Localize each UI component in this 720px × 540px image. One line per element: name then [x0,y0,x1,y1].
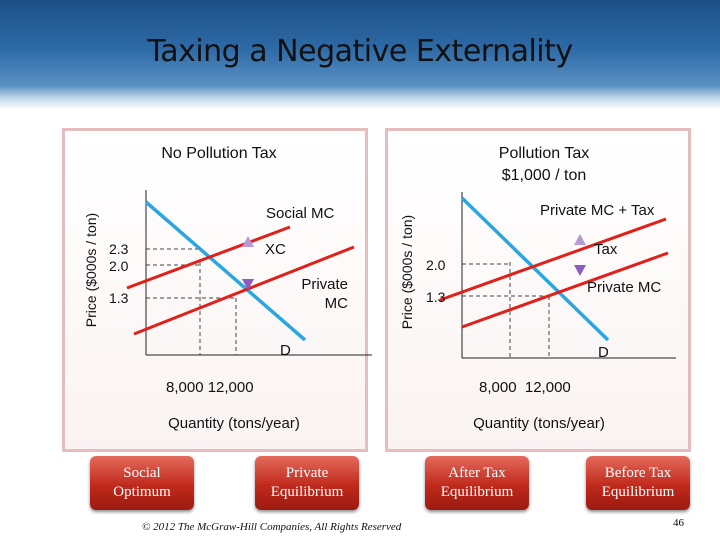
left-social-mc-line [126,225,291,290]
right-x-ticks: 8,000 12,000 [479,379,571,396]
left-y-tick-1-3: 1.3 [109,290,129,306]
left-xlabel: Quantity (tons/year) [168,415,300,432]
right-private-mc-label: Private MC [587,279,661,296]
right-private-mc-line [461,251,669,329]
left-social-mc-label: Social MC [266,205,335,222]
right-tax-label: Tax [594,241,618,258]
right-tax-arrow-head-up [574,234,586,245]
left-xc-arrow-head-up [242,236,254,247]
left-graph-panel [62,128,368,452]
left-xc-label: XC [265,241,286,258]
left-xc-arrow-head-down [242,279,254,290]
after-tax-equilibrium-button[interactable]: After Tax Equilibrium [425,456,529,510]
right-ylabel: Price ($000s / ton) [399,215,415,329]
right-private-mc-tax-line [439,217,667,302]
slide-title: Taxing a Negative Externality [147,34,573,69]
left-private-mc-line [133,245,355,336]
right-private-mc-tax-label: Private MC + Tax [540,202,655,219]
right-y-tick-1-3: 1.3 [426,289,446,305]
right-heading-1: Pollution Tax [499,145,589,162]
left-demand-label: D [280,342,291,359]
page-number: 46 [673,517,684,529]
left-private-mc-label-1: Private [301,276,348,293]
left-heading: No Pollution Tax [161,145,276,162]
right-graph-panel [385,128,691,452]
right-heading-2: $1,000 / ton [502,167,587,184]
left-ylabel: Price ($000s / ton) [83,213,99,327]
right-demand-line [460,196,610,342]
right-tax-arrow-head-down [574,265,586,276]
copyright-footer: © 2012 The McGraw-Hill Companies, All Ri… [142,521,402,533]
left-y-tick-2-3: 2.3 [109,241,129,257]
right-y-tick-2-0: 2.0 [426,257,446,273]
left-x-ticks: 8,000 12,000 [166,379,254,396]
left-y-tick-2-0: 2.0 [109,258,129,274]
title-banner [0,0,720,108]
right-xlabel: Quantity (tons/year) [473,415,605,432]
before-tax-equilibrium-button[interactable]: Before Tax Equilibrium [586,456,690,510]
private-equilibrium-button[interactable]: Private Equilibrium [255,456,359,510]
left-private-mc-label-2: MC [325,295,348,312]
right-demand-label: D [598,344,609,361]
left-demand-line [144,200,307,342]
social-optimum-button[interactable]: Social Optimum [90,456,194,510]
